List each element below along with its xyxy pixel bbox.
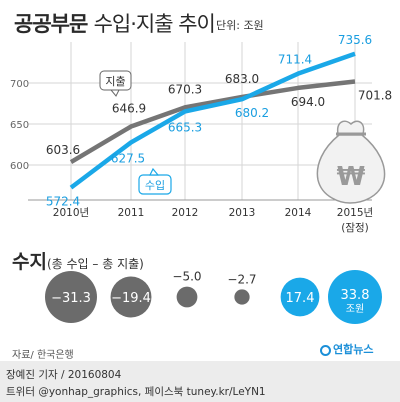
- logo-text: 연합뉴스: [333, 343, 374, 356]
- surplus-circle-4: [280, 277, 320, 317]
- expenditure-value-2: 670.3: [168, 82, 202, 96]
- revenue-value-2: 665.3: [168, 120, 202, 134]
- y-tick-600: 600: [10, 161, 29, 172]
- revenue-value-0: 572.4: [46, 195, 80, 209]
- x-tick-4: 2014: [285, 207, 312, 219]
- revenue-value-1: 627.5: [111, 151, 145, 165]
- expenditure-value-3: 683.0: [225, 72, 259, 86]
- x-tick-1: 2011: [118, 207, 145, 219]
- line-expenditure: [69, 79, 356, 164]
- y-tick-700: 700: [10, 79, 29, 90]
- unit-label: 단위: 조원: [216, 19, 264, 32]
- expenditure-value-0: 603.6: [46, 143, 80, 157]
- surplus-value-4: 17.4: [286, 291, 315, 306]
- line-revenue: [69, 51, 356, 190]
- surplus-value-1: −19.4: [111, 291, 151, 306]
- legend-expenditure-label: 지출: [105, 75, 125, 88]
- surplus-circle-3: [234, 289, 250, 305]
- surplus-value-3: −2.7: [227, 272, 256, 286]
- surplus-title: 수지(총 수입 – 총 지출): [12, 247, 144, 274]
- expenditure-value-1: 646.9: [112, 102, 146, 116]
- revenue-value-3: 680.2: [235, 106, 269, 120]
- revenue-value-5: 735.6: [338, 33, 372, 47]
- x-tick-0: 2010년: [53, 207, 89, 219]
- surplus-value-5: 33.8: [341, 288, 370, 303]
- page-title: 공공부문 수입·지출 추이: [14, 8, 216, 38]
- expenditure-value-5: 701.8: [358, 89, 392, 103]
- surplus-subtitle: (총 수입 – 총 지출): [46, 257, 144, 271]
- legend-expenditure-pointer: [109, 89, 120, 97]
- revenue-expenditure-chart: 600 650 700 2010년 2011 2012 2013 2014 2015년 (잠정) 6…: [10, 33, 392, 324]
- x-tick-5: 2015년: [337, 207, 373, 219]
- credit-line-2: 트위터 @yonhap_graphics, 페이스북 tuney.kr/LeYN…: [6, 386, 266, 398]
- revenue-value-4: 711.4: [278, 53, 312, 67]
- yonhap-logo: 연합뉴스: [320, 341, 373, 357]
- surplus-title-main: 수지: [12, 251, 47, 273]
- source-note: 자료/ 한국은행: [12, 350, 74, 361]
- y-tick-650: 650: [10, 120, 29, 131]
- surplus-value-0: −31.3: [51, 291, 91, 306]
- money-bag-icon: [316, 134, 386, 204]
- x-tick-2: 2012: [172, 207, 199, 219]
- legend-revenue-label: 수입: [145, 179, 165, 192]
- title-light: 수입·지출 추이: [93, 12, 216, 36]
- surplus-circle-0: [45, 271, 97, 323]
- surplus-circle-1: [110, 276, 152, 318]
- footer: 장예진 기자 / 20160804 트위터 @yonhap_graphics, …: [0, 361, 400, 402]
- expenditure-value-4: 694.0: [291, 95, 325, 109]
- surplus-value-2: −5.0: [172, 270, 201, 284]
- logo-icon: [320, 345, 331, 356]
- surplus-circle-2: [176, 286, 198, 308]
- money-bag-top-icon: [336, 120, 365, 135]
- surplus-unit-label: 조원: [346, 303, 364, 315]
- title-strong: 공공부문: [14, 12, 88, 36]
- x-tick-3: 2013: [229, 207, 256, 219]
- x-tick-note: (잠정): [341, 222, 369, 234]
- surplus-circle-5: [328, 270, 382, 324]
- won-sign-icon: ₩: [337, 162, 366, 192]
- legend-revenue-pointer: [149, 167, 160, 176]
- credit-line-1: 장예진 기자 / 20160804: [6, 369, 122, 381]
